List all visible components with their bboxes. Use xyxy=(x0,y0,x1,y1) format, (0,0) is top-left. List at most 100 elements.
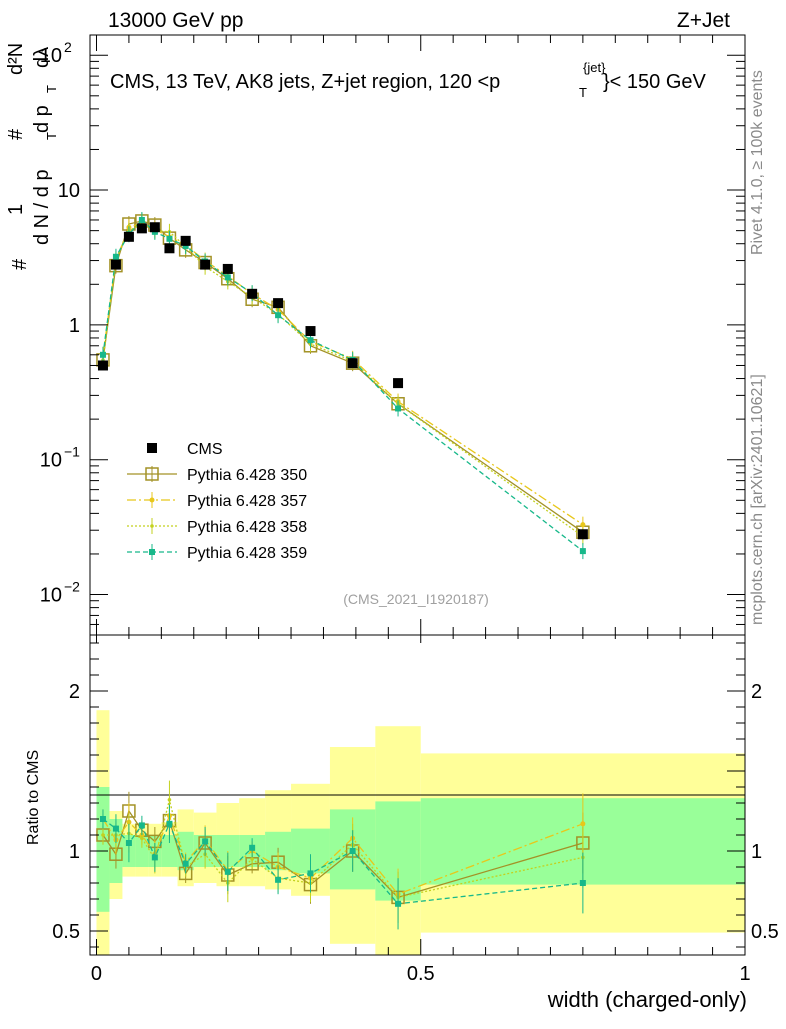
ratio-point-series-3-10 xyxy=(275,876,282,883)
ratio-point-series-3-9 xyxy=(249,844,256,851)
main-y-axis-title: # 1 d N / d p T # d²N d p T dλ xyxy=(5,43,59,270)
ratio-point-series-3-1 xyxy=(112,825,119,832)
y-tick-label-main-3: 10 −1 xyxy=(40,444,80,472)
mcplots-label: mcplots.cern.ch [arXiv:2401.10621] xyxy=(749,374,766,625)
y-tick-label-main-base-4: 10 xyxy=(40,585,62,607)
rivet-version-label: Rivet 4.1.0, ≥ 100k events xyxy=(749,70,766,255)
cms-point-1 xyxy=(110,259,121,270)
main-point-series-3-3 xyxy=(138,216,145,223)
main-point-series-3-8 xyxy=(224,274,231,281)
cms-point-12 xyxy=(347,358,358,369)
cms-point-5 xyxy=(164,243,175,254)
cms-point-0 xyxy=(97,360,108,371)
y-tick-label-ratio-right-2: 0.5 xyxy=(751,921,779,943)
ylabel-dlambda: dλ xyxy=(31,47,53,68)
title-tail: }< 150 GeV xyxy=(603,71,707,93)
y-tick-label-main-0: 10 2 xyxy=(40,39,72,67)
analysis-id-label: (CMS_2021_I1920187) xyxy=(343,591,489,607)
y-tick-label-ratio-left-0: 2 xyxy=(69,681,80,703)
ratio-point-series-2-9 xyxy=(250,857,254,861)
ratio-point-series-3-0 xyxy=(99,816,106,822)
y-tick-label-main-base-2: 1 xyxy=(69,315,80,337)
header-process-label: Z+Jet xyxy=(677,9,730,32)
ylabel-hash-2: # xyxy=(5,128,27,140)
y-tick-label-main-4: 10 −2 xyxy=(40,579,80,607)
plot-title: CMS, 13 TeV, AK8 jets, Z+jet region, 120… xyxy=(110,60,707,100)
cms-point-2 xyxy=(123,231,134,242)
ylabel-dn-dpt: d N / d p xyxy=(31,169,53,245)
cms-point-7 xyxy=(200,259,211,270)
ratio-y-axis-title: Ratio to CMS xyxy=(25,750,42,845)
ylabel-one: 1 xyxy=(5,204,27,215)
ratio-point-series-3-12 xyxy=(349,848,356,854)
main-line-series-2 xyxy=(102,223,584,537)
ylabel-sub-t-1: T xyxy=(44,132,59,140)
main-point-series-3-0 xyxy=(99,351,106,358)
ratio-point-series-3-6 xyxy=(182,860,189,867)
ratio-point-series-2-3 xyxy=(140,836,144,840)
axis-ticks xyxy=(90,35,746,955)
ylabel-dpt: d p xyxy=(31,105,53,133)
legend: CMS Pythia 6.428 350 Pythia 6.428 357 Pythi… xyxy=(127,441,307,562)
legend-label-0: CMS xyxy=(187,441,223,458)
main-line-series-1 xyxy=(102,222,584,526)
x-tick-label-0: 0 xyxy=(91,963,102,985)
ratio-series-group xyxy=(96,780,590,930)
title-main: CMS, 13 TeV, AK8 jets, Z+jet region, 120… xyxy=(110,71,500,93)
ratio-point-series-3-4 xyxy=(151,854,158,861)
cms-point-14 xyxy=(577,529,588,540)
ratio-point-series-3-2 xyxy=(125,840,132,846)
ratio-point-series-2-5 xyxy=(167,798,172,802)
ratio-band-inner-0 xyxy=(96,787,110,912)
legend-label-3: Pythia 6.428 358 xyxy=(187,519,307,536)
cms-point-6 xyxy=(180,235,191,246)
main-series-group xyxy=(96,211,590,560)
main-point-series-3-10 xyxy=(275,312,282,319)
main-point-series-3-13 xyxy=(395,405,402,412)
ratio-point-series-2-0 xyxy=(101,833,105,837)
legend-label-4: Pythia 6.428 359 xyxy=(187,545,307,562)
ratio-point-series-3-11 xyxy=(307,870,314,877)
x-tick-label-1: 0.5 xyxy=(407,963,435,985)
y-tick-label-main-2: 1 xyxy=(69,315,80,337)
main-point-series-3-14 xyxy=(579,548,586,555)
ylabel-sub-t-2: T xyxy=(44,85,59,93)
x-axis-title: width (charged-only) xyxy=(547,987,747,1012)
main-point-series-1-14 xyxy=(580,522,586,528)
cms-point-11 xyxy=(305,326,316,337)
cms-point-13 xyxy=(393,378,404,389)
y-tick-label-ratio-left-2: 0.5 xyxy=(52,921,80,943)
ratio-point-series-1-14 xyxy=(580,821,586,827)
y-tick-label-main-base-0: 10 xyxy=(40,45,62,67)
y-tick-label-ratio-left-1: 1 xyxy=(69,841,80,863)
legend-marker-series-0 xyxy=(145,467,159,481)
main-line-series-3 xyxy=(102,219,584,552)
legend-marker-series-1 xyxy=(149,497,155,503)
ratio-uncertainty-bands xyxy=(96,710,745,955)
y-tick-label-main-base-1: 10 xyxy=(58,180,80,202)
main-point-series-3-1 xyxy=(112,253,119,260)
y-tick-label-main-1: 10 xyxy=(58,180,80,202)
ratio-panel-frame xyxy=(89,634,746,956)
ratio-point-series-3-3 xyxy=(138,822,145,829)
ylabel-d2n: d²N xyxy=(5,43,27,75)
main-point-series-3-6 xyxy=(182,242,189,249)
title-sup-jet: {jet} xyxy=(583,60,606,75)
legend-marker-series-2 xyxy=(150,524,154,528)
main-point-series-3-5 xyxy=(166,235,173,242)
cms-point-10 xyxy=(273,298,284,309)
ratio-band-inner-5 xyxy=(161,835,178,867)
cms-point-3 xyxy=(136,223,147,234)
cms-point-8 xyxy=(222,263,233,274)
y-tick-label-main-exp-4: −2 xyxy=(64,579,80,595)
header-energy-label: 13000 GeV pp xyxy=(108,9,243,32)
cms-point-4 xyxy=(149,222,160,233)
legend-marker-series-3 xyxy=(149,549,155,555)
legend-label-2: Pythia 6.428 357 xyxy=(187,493,307,510)
y-tick-label-ratio-right-0: 2 xyxy=(751,681,762,703)
y-tick-label-main-base-3: 10 xyxy=(40,450,62,472)
ratio-point-series-3-5 xyxy=(166,820,173,827)
cms-data-points xyxy=(97,222,588,540)
